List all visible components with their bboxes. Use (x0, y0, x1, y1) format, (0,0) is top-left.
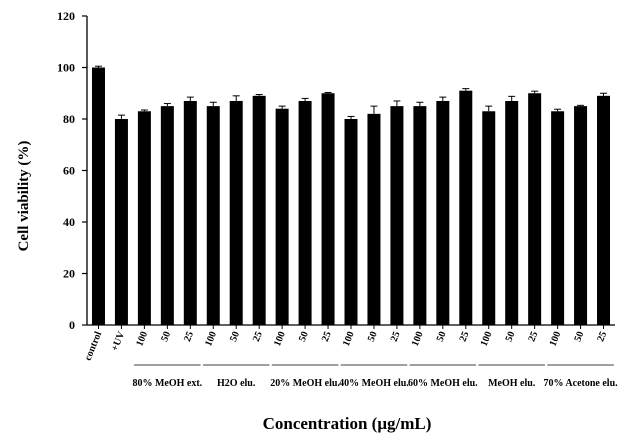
bar (597, 95, 611, 325)
labels: 0 20 40 60 80 100 120 control +UV 100 50 25 100 50 25 1… (57, 9, 618, 389)
group-label: 40% MeOH elu. (339, 378, 409, 389)
category-label: 25 (458, 330, 472, 343)
category-label: 100 (410, 330, 426, 348)
group-label: MeOH elu. (488, 378, 536, 389)
bar (574, 106, 588, 325)
bar (551, 111, 565, 326)
axes (82, 15, 615, 366)
group-label: 20% MeOH elu. (270, 378, 340, 389)
category-label: 25 (595, 330, 609, 343)
category-label: 100 (341, 330, 357, 348)
category-label: 25 (320, 330, 334, 343)
bar (436, 100, 450, 325)
category-label: 100 (272, 330, 288, 348)
x-axis-title: Concentration (μg/mL) (263, 414, 432, 433)
category-label: 25 (182, 330, 196, 343)
bar (367, 113, 381, 325)
group-label: 70% Acetone elu. (543, 378, 618, 389)
bar (183, 100, 197, 325)
bars (91, 65, 611, 326)
category-label: 25 (389, 330, 403, 343)
category-label: 50 (297, 330, 311, 343)
category-label: 50 (572, 330, 586, 343)
bar (91, 67, 105, 325)
y-tick-label: 120 (57, 9, 75, 23)
y-tick-label: 20 (63, 267, 75, 281)
category-label: control (83, 330, 105, 362)
category-label: 25 (251, 330, 265, 343)
y-tick-label: 60 (63, 164, 75, 178)
category-label: 50 (159, 330, 173, 343)
category-label: 50 (504, 330, 518, 343)
bar (390, 106, 404, 325)
bar (321, 93, 335, 325)
group-label: 60% MeOH elu. (408, 378, 478, 389)
category-label: 25 (526, 330, 540, 343)
y-tick-label: 0 (69, 318, 75, 332)
bar (482, 111, 496, 326)
y-tick-label: 80 (63, 112, 75, 126)
bar (275, 108, 289, 325)
bar (459, 90, 473, 325)
category-label: 100 (479, 330, 495, 348)
y-tick-label: 100 (57, 61, 75, 75)
y-tick-label: 40 (63, 215, 75, 229)
bar (505, 100, 519, 325)
category-label: 100 (203, 330, 219, 348)
group-label: H2O elu. (217, 378, 256, 389)
category-label: 100 (134, 330, 150, 348)
bar (114, 119, 128, 325)
bar (298, 100, 312, 325)
group-label: 80% MeOH ext. (132, 378, 202, 389)
category-label: 100 (548, 330, 564, 348)
category-label: 50 (435, 330, 449, 343)
category-label: 50 (228, 330, 242, 343)
bar (528, 93, 542, 325)
bar (252, 95, 266, 325)
bar (229, 100, 243, 325)
y-axis-title: Cell viability (%) (16, 141, 32, 252)
category-label: +UV (109, 329, 127, 353)
bar (206, 106, 220, 325)
bar (137, 111, 151, 326)
bar (413, 106, 427, 325)
category-label: 50 (366, 330, 380, 343)
bar (344, 119, 358, 325)
bar (160, 106, 174, 325)
